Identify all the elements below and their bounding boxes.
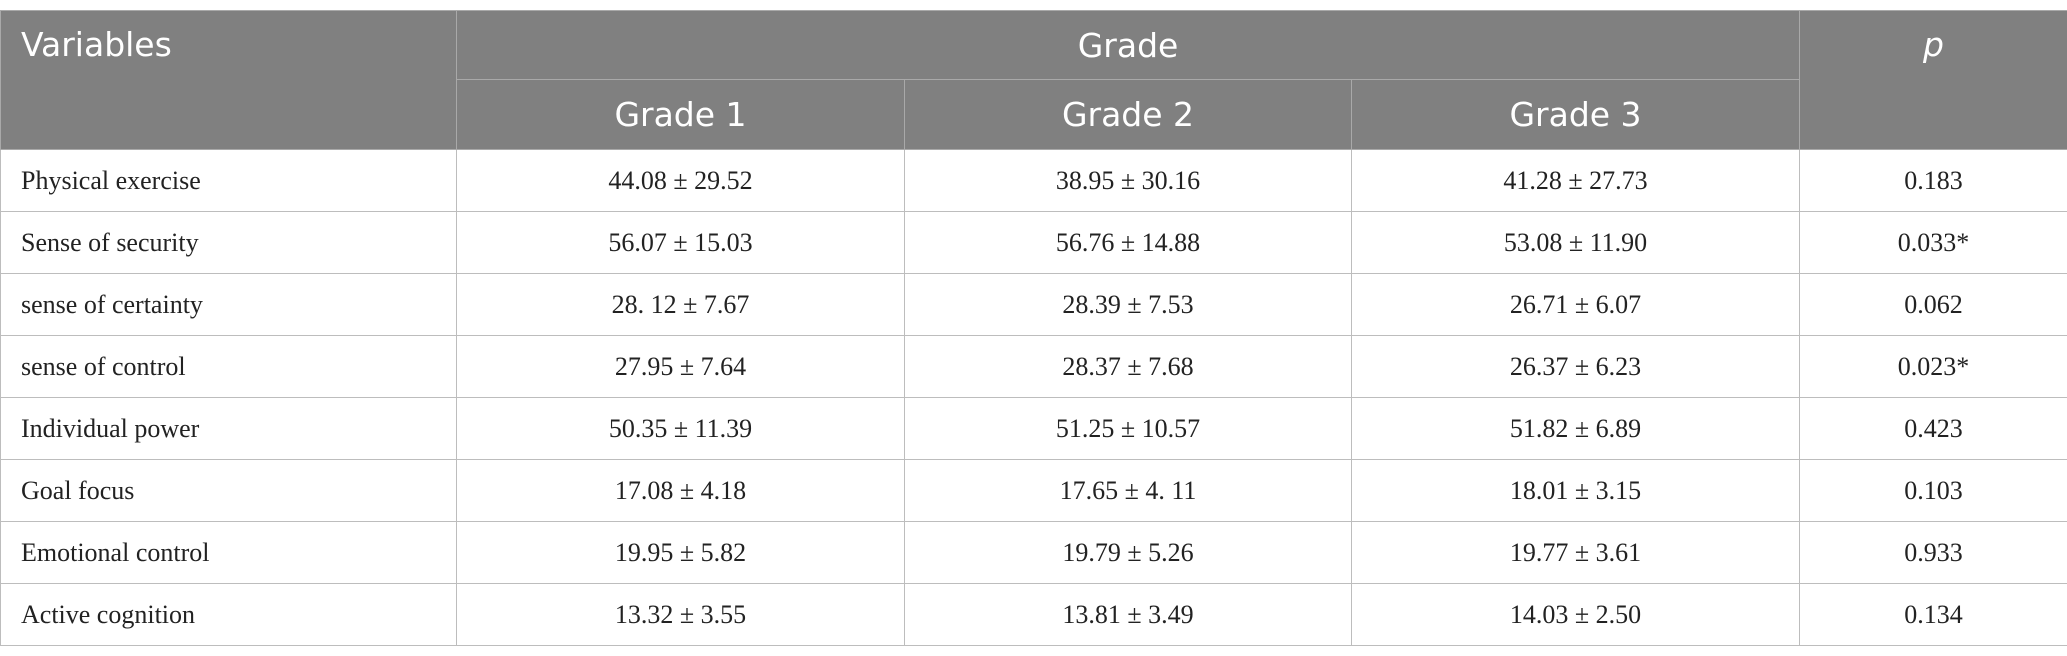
table-cell: 0.423 — [1799, 397, 2067, 460]
table-cell: 44.08 ± 29.52 — [456, 149, 905, 212]
header-cell: Grade 1 — [456, 79, 905, 150]
table-cell: 27.95 ± 7.64 — [456, 335, 905, 398]
table-cell: 51.82 ± 6.89 — [1350, 397, 1801, 460]
table-cell: 0.062 — [1799, 273, 2067, 336]
table-cell: 0.933 — [1799, 521, 2067, 584]
table-cell: 26.37 ± 6.23 — [1350, 335, 1801, 398]
table-cell: 17.65 ± 4. 11 — [904, 459, 1352, 522]
header-cell: Grade 3 — [1350, 79, 1801, 150]
table-cell: 28. 12 ± 7.67 — [456, 273, 905, 336]
table-cell: 26.71 ± 6.07 — [1350, 273, 1801, 336]
header-row: Grade 1 Grade 2 Grade 3 — [1, 79, 2067, 150]
table-cell: 0.103 — [1799, 459, 2067, 522]
table-cell: Individual power — [0, 397, 457, 460]
table-row: sense of certainty 28. 12 ± 7.67 28.39 ± 7… — [0, 273, 2067, 336]
table-cell: 50.35 ± 11.39 — [456, 397, 905, 460]
table-cell: Active cognition — [0, 583, 457, 646]
table-cell: 17.08 ± 4.18 — [456, 459, 905, 522]
header-cell: Grade 2 — [904, 79, 1352, 150]
table-cell: 56.07 ± 15.03 — [456, 211, 905, 274]
table-cell: 13.32 ± 3.55 — [456, 583, 905, 646]
header-cell: Grade — [455, 10, 1801, 80]
table-cell: 51.25 ± 10.57 — [904, 397, 1352, 460]
table-cell: 18.01 ± 3.15 — [1350, 459, 1801, 522]
table-cell: 19.77 ± 3.61 — [1350, 521, 1801, 584]
table-cell: 0.023* — [1799, 335, 2067, 398]
data-table: Variables Grade p Grade 1 Grade 2 Grade 3 … — [0, 10, 2067, 646]
table-cell: 53.08 ± 11.90 — [1350, 211, 1801, 274]
table-cell: 14.03 ± 2.50 — [1350, 583, 1801, 646]
table-cell: sense of certainty — [0, 273, 457, 336]
header-cell: p — [1799, 10, 2067, 150]
table-row: Individual power 50.35 ± 11.39 51.25 ± 10.… — [0, 397, 2067, 460]
table-cell: Goal focus — [0, 459, 457, 522]
table-cell: 28.37 ± 7.68 — [904, 335, 1352, 398]
table-row: sense of control 27.95 ± 7.64 28.37 ± 7.68… — [0, 335, 2067, 398]
table-row: Goal focus 17.08 ± 4.18 17.65 ± 4. 11 18.01… — [0, 459, 2067, 522]
table-row: Active cognition 13.32 ± 3.55 13.81 ± 3.49… — [0, 583, 2067, 646]
table-cell: Sense of security — [0, 211, 457, 274]
table-cell: 13.81 ± 3.49 — [904, 583, 1352, 646]
table-cell: Emotional control — [0, 521, 457, 584]
header-cell: Variables — [0, 10, 457, 150]
table-cell: 0.134 — [1799, 583, 2067, 646]
table-row: Emotional control 19.95 ± 5.82 19.79 ± 5.2… — [0, 521, 2067, 584]
table-cell: 0.033* — [1799, 211, 2067, 274]
table-cell: 19.95 ± 5.82 — [456, 521, 905, 584]
table-cell: 41.28 ± 27.73 — [1350, 149, 1801, 212]
table-cell: Physical exercise — [0, 149, 457, 212]
table-cell: 28.39 ± 7.53 — [904, 273, 1352, 336]
table-cell: sense of control — [0, 335, 457, 398]
table-row: Physical exercise 44.08 ± 29.52 38.95 ± 30… — [0, 149, 2067, 212]
table-cell: 56.76 ± 14.88 — [904, 211, 1352, 274]
table-cell: 0.183 — [1799, 149, 2067, 212]
table-row: Sense of security 56.07 ± 15.03 56.76 ± 14… — [0, 211, 2067, 274]
table-cell: 38.95 ± 30.16 — [904, 149, 1352, 212]
table-cell: 19.79 ± 5.26 — [904, 521, 1352, 584]
